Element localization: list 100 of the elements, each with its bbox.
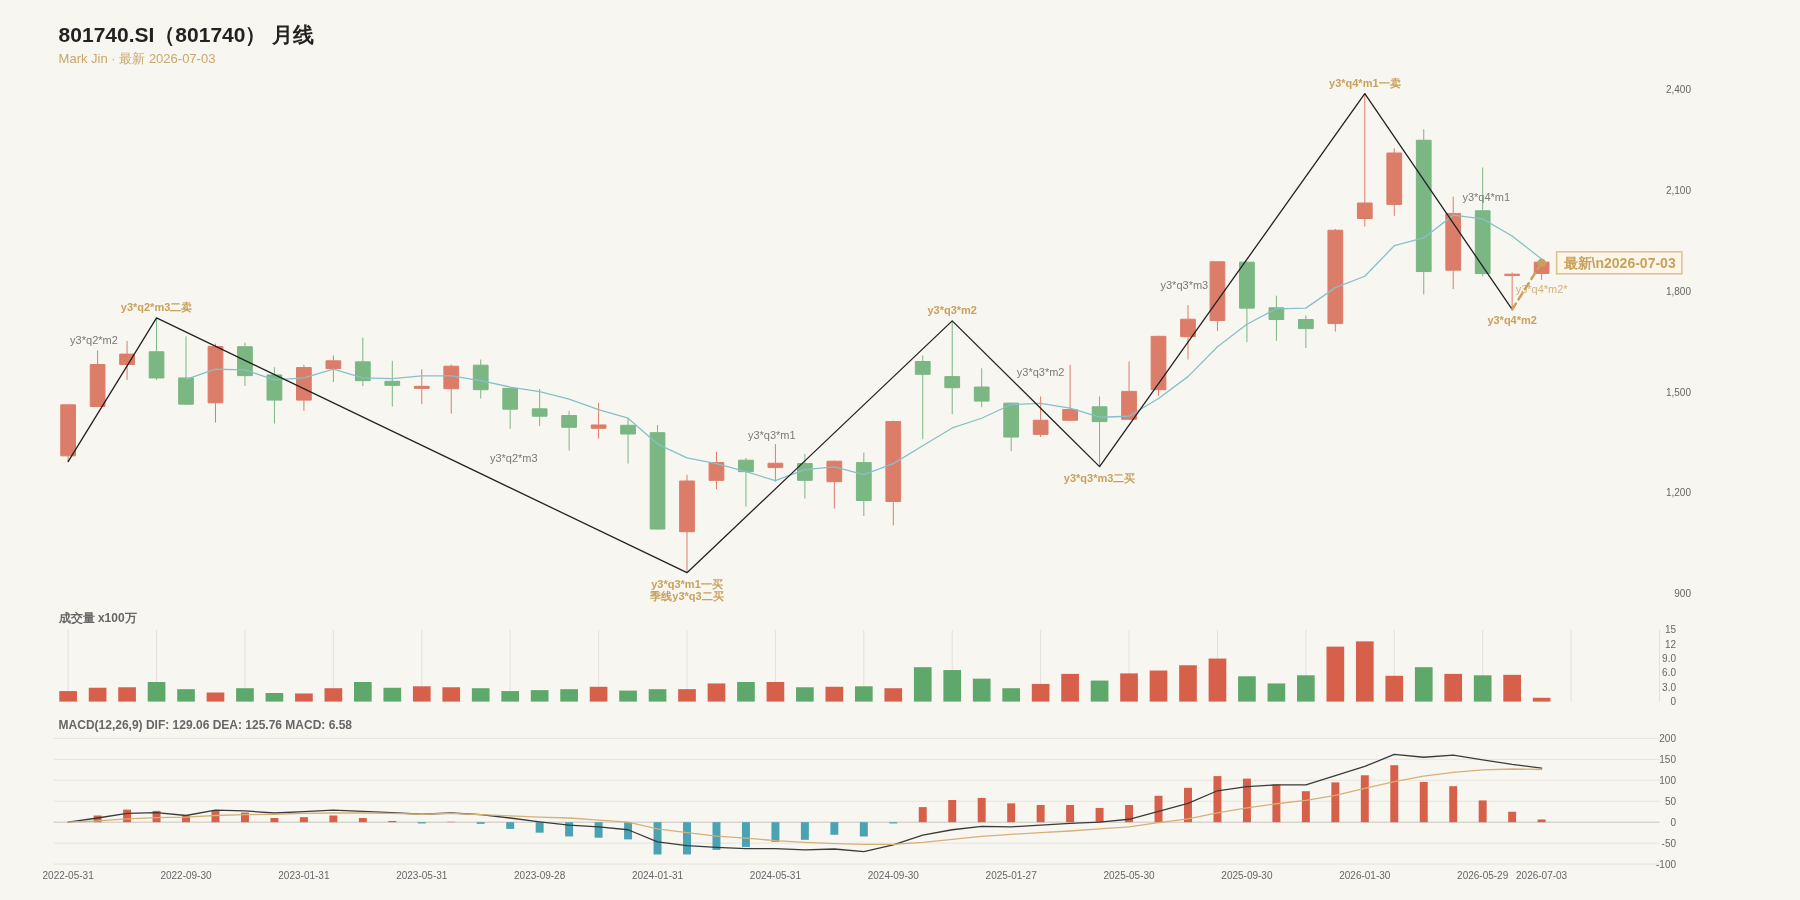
data-label: y3*q3*m2 [927, 303, 977, 316]
bar [913, 667, 932, 702]
bar [358, 818, 367, 823]
y-tick-label: 1,800 [1665, 285, 1692, 297]
bar [1242, 778, 1251, 823]
bar [800, 822, 809, 840]
bar [1355, 641, 1374, 702]
bar [1179, 665, 1197, 702]
bar [859, 822, 868, 837]
bar [1390, 765, 1399, 823]
y-tick-label: -100 [1655, 858, 1677, 870]
bar [1326, 646, 1345, 702]
bar [471, 688, 490, 702]
annotation: 最新\n2026-07-03 [1562, 254, 1676, 271]
bar [324, 688, 343, 702]
bar [1184, 787, 1192, 823]
x-tick-label: 2026-05-29 [1457, 870, 1509, 881]
bar [1508, 811, 1517, 823]
x-tick-label: 2024-05-31 [749, 870, 802, 881]
y-tick-label: 12 [1664, 638, 1677, 650]
bar [1125, 805, 1134, 823]
bar [59, 691, 77, 702]
candlestick [148, 317, 165, 381]
bar [737, 682, 755, 702]
bar [501, 691, 520, 702]
bar [147, 682, 166, 702]
bar [1149, 670, 1168, 702]
candlestick [89, 349, 106, 408]
data-label: y3*q3*m1一买季线y3*q3二买 [649, 577, 724, 602]
x-tick-label: 2022-05-31 [42, 870, 95, 881]
bar [884, 688, 903, 702]
y-tick-label: 1,500 [1665, 386, 1692, 398]
candlestick [1268, 295, 1285, 342]
candlestick [679, 474, 695, 574]
bar [236, 688, 254, 702]
candlestick [1003, 402, 1020, 452]
x-tick-label: 2023-01-31 [278, 870, 330, 881]
bar [1331, 782, 1340, 823]
bar [88, 687, 107, 702]
bar [1267, 683, 1286, 702]
candlestick [443, 364, 460, 415]
bar [535, 822, 544, 833]
candlestick [561, 410, 577, 451]
bar [1002, 688, 1021, 702]
y-tick-label: 900 [1674, 588, 1692, 599]
y-tick-label: -50 [1661, 837, 1677, 849]
data-label: y3*q3*m1 [747, 428, 796, 441]
bar [594, 822, 603, 838]
bar [1208, 658, 1227, 702]
bar [1414, 667, 1433, 702]
bar [918, 807, 927, 823]
bar [353, 682, 372, 702]
bar [977, 797, 986, 823]
bar [1473, 675, 1492, 702]
candlestick [325, 354, 342, 383]
x-tick-label: 2025-05-30 [1103, 870, 1156, 881]
x-tick-label: 2023-05-31 [396, 870, 448, 881]
bar [796, 687, 814, 702]
bar [683, 822, 691, 855]
x-tick-label: 2026-01-30 [1339, 870, 1391, 881]
candlestick [413, 368, 430, 405]
bar [648, 689, 667, 702]
candlestick [1180, 304, 1196, 360]
candlestick [207, 343, 224, 424]
y-tick-label: 3.0 [1662, 681, 1677, 693]
candlestick [1091, 395, 1108, 468]
candlestick [708, 451, 725, 490]
candlestick [472, 358, 489, 399]
bar [1031, 683, 1050, 702]
y-tick-label: 9.0 [1662, 653, 1677, 665]
line-series [67, 753, 1543, 853]
x-tick-label: 2024-09-30 [867, 870, 920, 881]
bar [270, 818, 279, 823]
bar [506, 822, 515, 829]
y-tick-label: 150 [1659, 753, 1677, 765]
candlestick [826, 460, 843, 510]
candlestick [502, 387, 519, 430]
y-tick-label: 0 [1670, 696, 1677, 708]
x-tick-label: 2023-09-28 [514, 870, 566, 881]
candlestick [944, 320, 961, 415]
x-tick-label: 2025-09-30 [1221, 870, 1273, 881]
candlestick [738, 457, 754, 508]
candlestick [1062, 364, 1078, 422]
bar [1238, 676, 1256, 702]
bar [1007, 803, 1016, 823]
data-label: y3*q2*m3 [489, 451, 538, 464]
bar [653, 822, 662, 855]
bar [1066, 805, 1075, 823]
bar [118, 687, 136, 702]
candlestick [354, 337, 371, 387]
bar [1120, 673, 1138, 702]
y-tick-label: 6.0 [1662, 667, 1677, 679]
bar [943, 670, 962, 702]
data-label: y3*q3*m3 [1160, 278, 1209, 291]
data-label: y3*q2*m2 [70, 333, 118, 346]
bar [678, 689, 696, 702]
chart-title: 成交量 x100万 [57, 610, 137, 625]
x-tick-label: 2022-09-30 [160, 870, 213, 881]
bar [412, 686, 431, 702]
bar [1297, 675, 1315, 702]
